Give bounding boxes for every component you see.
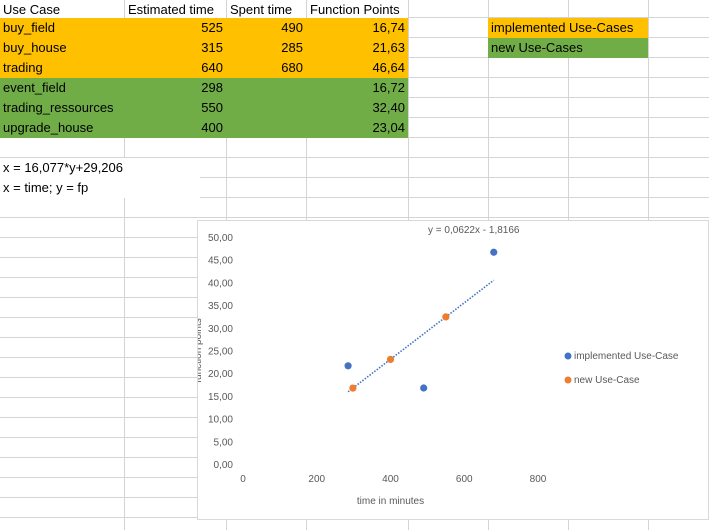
legend-cell-implemented[interactable]: implemented Use-Cases	[488, 18, 648, 38]
cell-use-case[interactable]: buy_field	[0, 18, 124, 38]
cell-use-case[interactable]: buy_house	[0, 38, 124, 58]
data-point	[344, 362, 352, 370]
cell-estimated[interactable]: 550	[124, 98, 226, 118]
header-estimated-time[interactable]: Estimated time	[125, 0, 226, 20]
cell-use-case[interactable]: trading_ressources	[0, 98, 124, 118]
cell-spent[interactable]	[226, 98, 306, 118]
y-tick-label: 40,00	[208, 278, 233, 289]
cell-use-case[interactable]: trading	[0, 58, 124, 78]
x-tick-label: 200	[308, 474, 325, 485]
variables-cell[interactable]: x = time; y = fp	[0, 178, 200, 198]
row-divider	[0, 157, 709, 158]
x-tick-label: 400	[382, 474, 399, 485]
cell-estimated[interactable]: 298	[124, 78, 226, 98]
data-point	[349, 384, 357, 392]
y-tick-label: 30,00	[208, 324, 233, 335]
y-tick-label: 15,00	[208, 392, 233, 403]
header-spent-time[interactable]: Spent time	[227, 0, 306, 20]
trendline-equation: y = 0,0622x - 1,8166	[428, 225, 520, 236]
cell-spent[interactable]	[226, 78, 306, 98]
cell-estimated[interactable]: 525	[124, 18, 226, 38]
x-tick-label: 0	[240, 474, 246, 485]
cell-spent[interactable]: 285	[226, 38, 306, 58]
y-tick-label: 35,00	[208, 301, 233, 312]
data-point	[386, 355, 395, 363]
cell-spent[interactable]	[226, 118, 306, 138]
cell-estimated[interactable]: 315	[124, 38, 226, 58]
formula-cell[interactable]: x = 16,077*y+29,206	[0, 158, 200, 178]
cell-function-points[interactable]: 32,40	[306, 98, 408, 118]
legend-label: implemented Use-Case	[574, 351, 679, 362]
cell-function-points[interactable]: 23,04	[306, 118, 408, 138]
y-tick-label: 20,00	[208, 369, 233, 380]
y-tick-label: 25,00	[208, 347, 233, 358]
trendline	[347, 279, 495, 393]
cell-function-points[interactable]: 21,63	[306, 38, 408, 58]
y-tick-label: 5,00	[214, 437, 234, 448]
data-point	[442, 313, 450, 321]
row-divider	[0, 197, 709, 198]
y-tick-label: 50,00	[208, 233, 233, 244]
legend-label: new Use-Case	[574, 375, 640, 386]
scatter-chart[interactable]: 0,00 5,00 10,00 15,00 20,00 25,00 30,00 35,00 40…	[197, 220, 709, 520]
cell-spent[interactable]: 490	[226, 18, 306, 38]
row-divider	[0, 177, 709, 178]
data-point	[490, 248, 498, 256]
cell-use-case[interactable]: upgrade_house	[0, 118, 124, 138]
cell-function-points[interactable]: 46,64	[306, 58, 408, 78]
x-axis-title: time in minutes	[357, 496, 424, 507]
legend-marker	[564, 376, 572, 384]
y-tick-label: 45,00	[208, 256, 233, 267]
cell-use-case[interactable]: event_field	[0, 78, 124, 98]
data-point	[420, 384, 428, 392]
cell-estimated[interactable]: 400	[124, 118, 226, 138]
cell-function-points[interactable]: 16,74	[306, 18, 408, 38]
chart-canvas: 0,00 5,00 10,00 15,00 20,00 25,00 30,00 35,00 40…	[198, 225, 679, 507]
legend-cell-new[interactable]: new Use-Cases	[488, 38, 648, 58]
cell-spent[interactable]: 680	[226, 58, 306, 78]
legend-marker	[564, 352, 572, 360]
header-function-points[interactable]: Function Points	[307, 0, 408, 20]
y-axis-title: function points	[198, 318, 204, 383]
header-use-case[interactable]: Use Case	[0, 0, 124, 20]
y-tick-label: 10,00	[208, 415, 233, 426]
cell-estimated[interactable]: 640	[124, 58, 226, 78]
y-tick-label: 0,00	[214, 460, 234, 471]
x-tick-label: 800	[530, 474, 547, 485]
row-divider	[0, 217, 709, 218]
column-divider	[124, 0, 125, 530]
cell-function-points[interactable]: 16,72	[306, 78, 408, 98]
x-tick-label: 600	[456, 474, 473, 485]
